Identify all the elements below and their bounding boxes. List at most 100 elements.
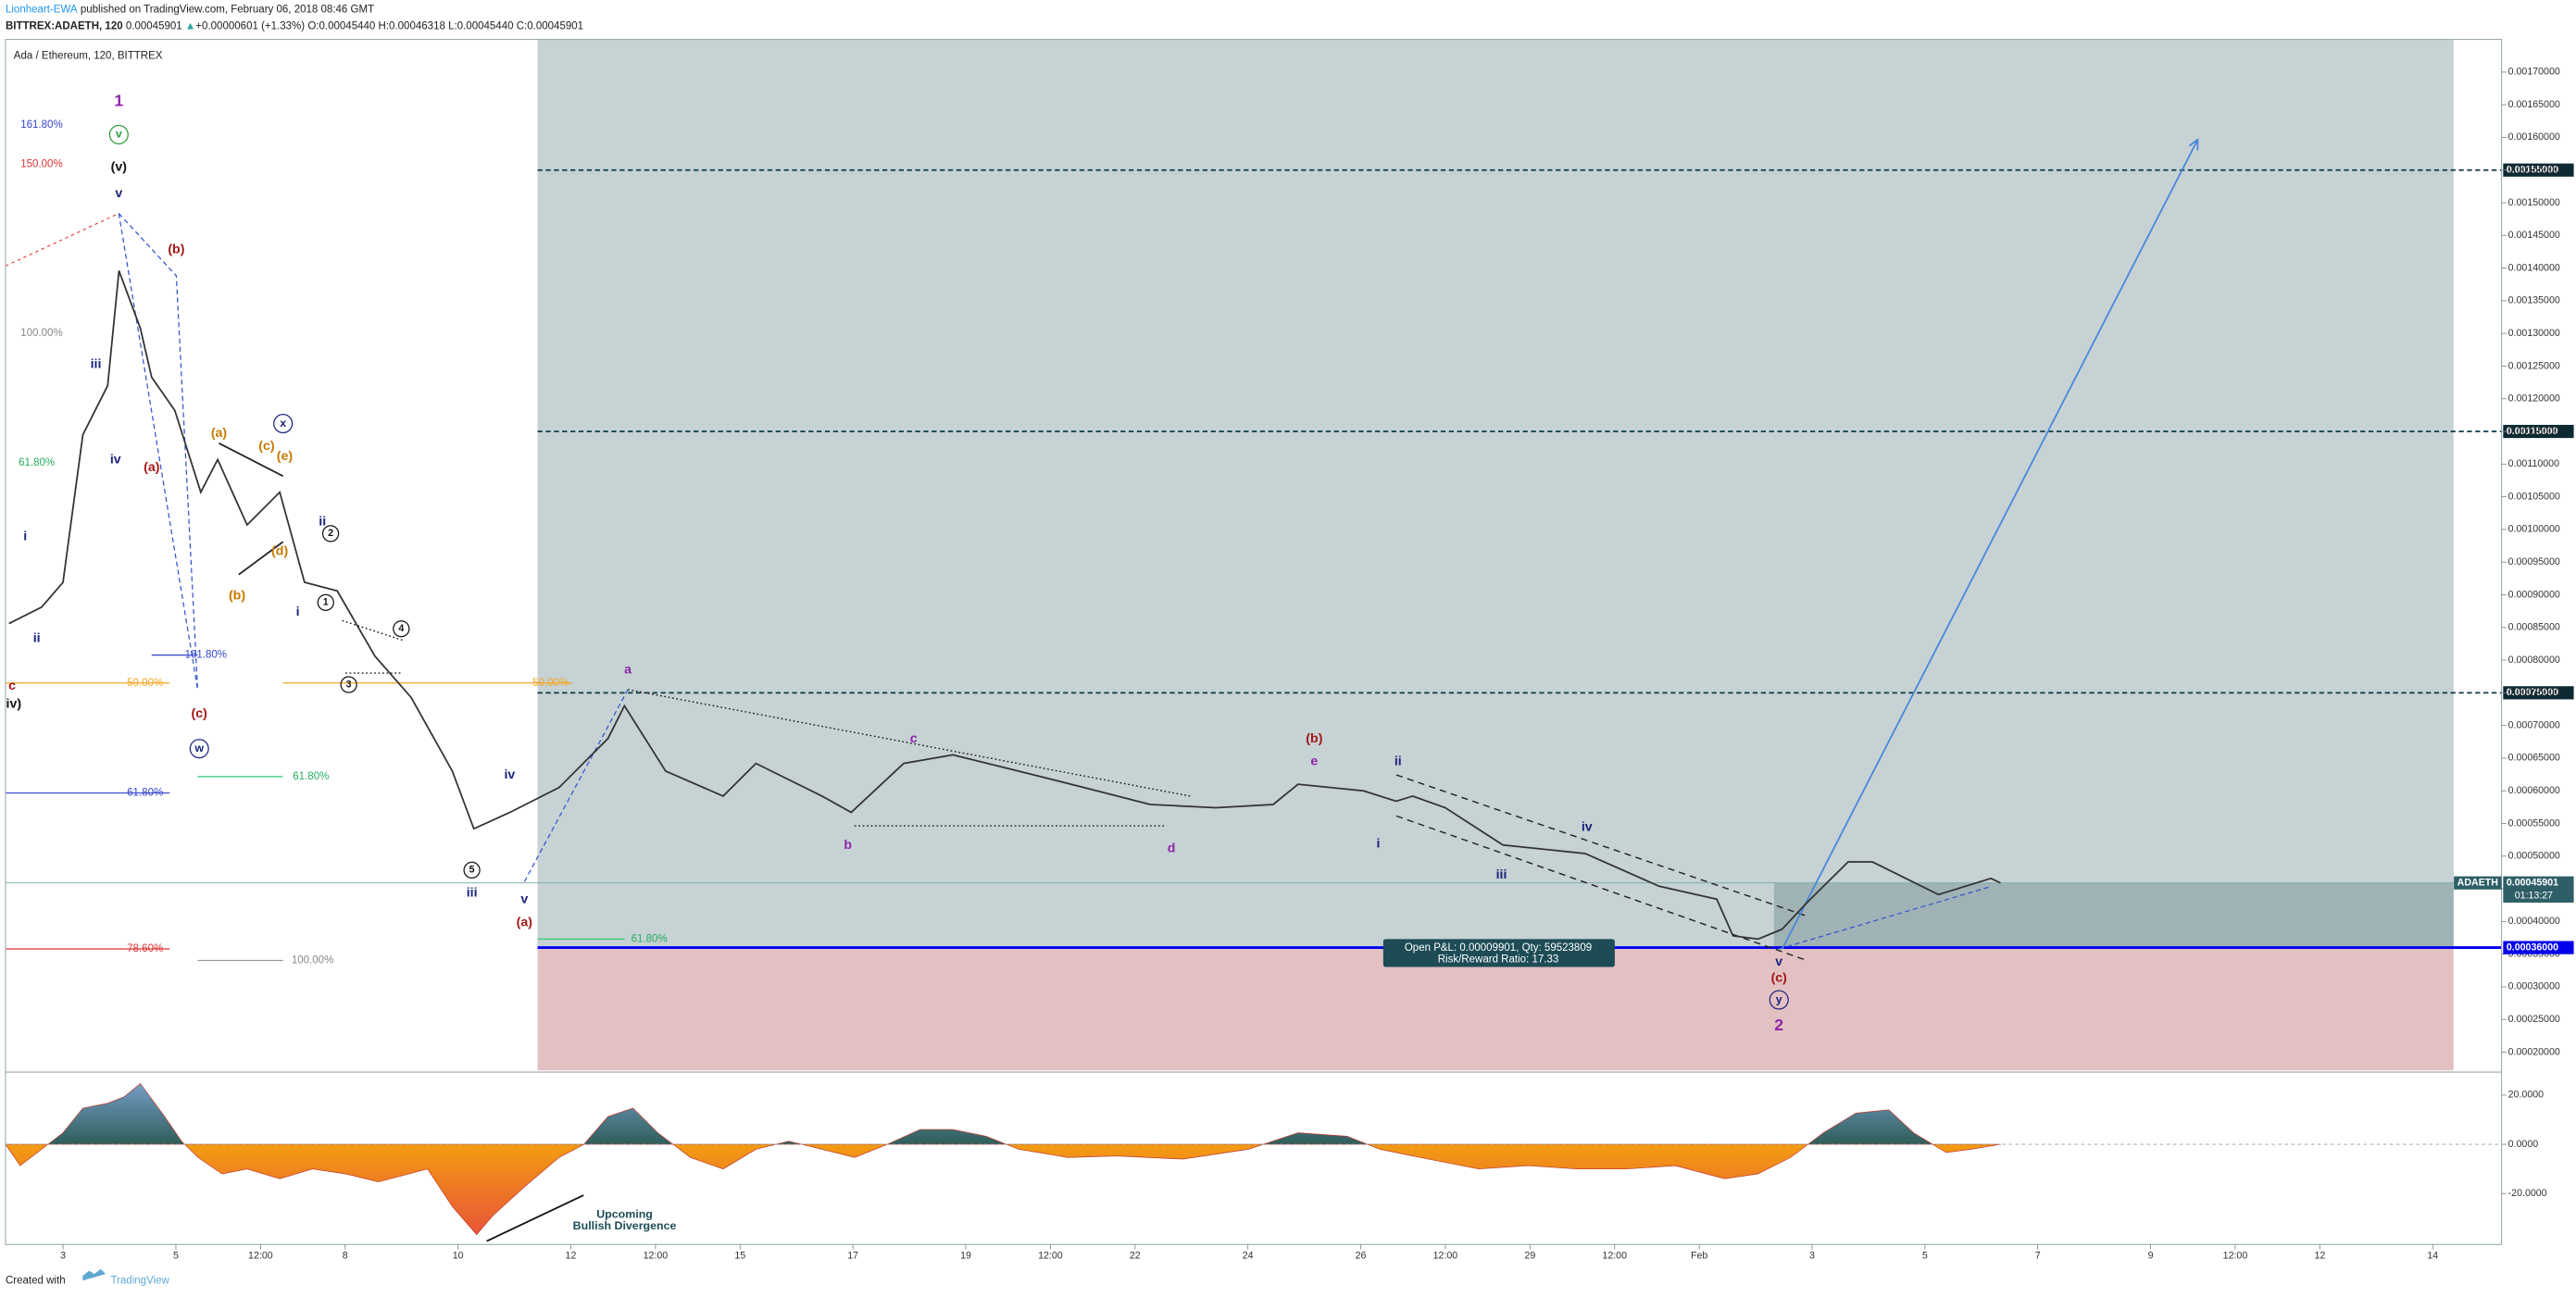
wave-circle bbox=[393, 620, 410, 638]
plot: Open P&L: 0.00009901, Qty: 59523809Risk/… bbox=[5, 39, 2502, 1242]
pnl-box bbox=[1382, 939, 1615, 967]
y-tick-label: 0.00060000 bbox=[2508, 785, 2560, 796]
wave-label: 4 bbox=[398, 623, 404, 634]
target-zone bbox=[537, 39, 2454, 948]
wave-circle bbox=[463, 861, 481, 879]
x-tick-label: 12:00 bbox=[2223, 1250, 2248, 1261]
created-with: Created with bbox=[6, 1275, 66, 1286]
fib-label: 61.80% bbox=[293, 771, 329, 782]
wave-circle bbox=[317, 593, 334, 611]
x-tick-label: 3 bbox=[60, 1250, 66, 1261]
y-tick-label: 0.00170000 bbox=[2508, 67, 2560, 78]
wave-circle bbox=[1769, 990, 1789, 1010]
y-tick-label: 0.00155000 bbox=[2508, 165, 2560, 176]
level-tag-label: 0.00075000 bbox=[2507, 687, 2558, 698]
x-tick-label: 14 bbox=[2427, 1250, 2438, 1261]
x-tick-label: 12:00 bbox=[248, 1250, 273, 1261]
wave-label: (a) bbox=[144, 460, 160, 475]
x-tick-label: 5 bbox=[1922, 1250, 1928, 1261]
x-tick-label: 26 bbox=[1356, 1250, 1367, 1261]
header-line: Lionheart-EWA published on TradingView.c… bbox=[6, 5, 374, 16]
wave-label: 1 bbox=[323, 597, 329, 608]
y2-tick-label: 20.0000 bbox=[2508, 1090, 2544, 1101]
corrective-lines bbox=[219, 443, 284, 576]
y-tick-label: 0.00165000 bbox=[2508, 99, 2560, 110]
wave-label: 5 bbox=[469, 865, 475, 876]
wave-label: 2 bbox=[328, 528, 333, 539]
ratio-text: Risk/Reward Ratio: 17.33 bbox=[1438, 954, 1559, 966]
level-tag-label: 0.00155000 bbox=[2507, 165, 2558, 176]
published: published on TradingView.com, February 0… bbox=[81, 5, 374, 16]
y-tick-label: 0.00070000 bbox=[2508, 719, 2560, 730]
x-tick-label: 15 bbox=[734, 1250, 745, 1261]
wave-label: iv bbox=[110, 452, 121, 467]
wave-circle bbox=[108, 124, 129, 144]
symbol-line: BITTREX:ADAETH, 120 0.00045901 ▲+0.00000… bbox=[6, 20, 583, 31]
y2-tick-label: 0.0000 bbox=[2508, 1139, 2539, 1150]
entry-tag-label: 0.00036000 bbox=[2507, 942, 2558, 953]
y-tick-label: 0.00120000 bbox=[2508, 393, 2560, 405]
wave-label: ii bbox=[319, 515, 326, 530]
wave-label: c bbox=[910, 731, 918, 746]
pnl-zone bbox=[1773, 882, 2454, 948]
wave-label: i bbox=[1377, 836, 1381, 851]
wave-label: ii bbox=[1394, 755, 1402, 769]
wave-label: e bbox=[1310, 755, 1318, 769]
y2-tick-label: -20.0000 bbox=[2508, 1188, 2547, 1199]
fib-label: 150.00% bbox=[20, 158, 62, 169]
divergence-line bbox=[486, 1194, 584, 1242]
wave-label: iv) bbox=[6, 697, 22, 712]
wave-label: (c) bbox=[258, 439, 275, 454]
y-tick-label: 0.00130000 bbox=[2508, 328, 2560, 339]
y-tick-label: 0.00055000 bbox=[2508, 817, 2560, 829]
wave-circle bbox=[321, 525, 340, 542]
wave-label: iii bbox=[91, 356, 102, 371]
entry-tag bbox=[2503, 941, 2574, 954]
wave-label: (e) bbox=[277, 449, 294, 464]
brand[interactable]: TradingView bbox=[110, 1275, 169, 1286]
x-tick-label: 10 bbox=[453, 1250, 464, 1261]
wave-label: i bbox=[23, 530, 27, 544]
note-line-2: Bullish Divergence bbox=[573, 1219, 677, 1232]
y-tick-label: 0.00160000 bbox=[2508, 131, 2560, 143]
wave-label: iv bbox=[1582, 820, 1593, 835]
fib-label: 161.80% bbox=[20, 119, 62, 131]
author[interactable]: Lionheart-EWA bbox=[6, 5, 78, 16]
logo bbox=[82, 1268, 106, 1281]
y-tick-label: 0.00080000 bbox=[2508, 655, 2560, 666]
last: 0.00045901 bbox=[126, 20, 182, 31]
level-tag-label: 0.00115000 bbox=[2507, 426, 2558, 437]
stop-zone bbox=[537, 947, 2454, 1071]
y-tick-label: 0.00075000 bbox=[2508, 687, 2560, 698]
wave-circle bbox=[189, 739, 209, 759]
level-tag bbox=[2503, 163, 2574, 177]
y-tick-label: 0.00090000 bbox=[2508, 589, 2560, 600]
symbol-tag-label: ADAETH bbox=[2457, 878, 2498, 889]
y-tick-label: 0.00145000 bbox=[2508, 230, 2560, 241]
wave-circle bbox=[273, 413, 294, 434]
wave-label: v bbox=[520, 892, 528, 907]
price-line bbox=[8, 270, 2001, 941]
y-tick-label: 0.00030000 bbox=[2508, 981, 2560, 992]
x-tick-label: 12 bbox=[2314, 1250, 2325, 1261]
fib-label: 50.00% bbox=[532, 678, 569, 689]
level-tag bbox=[2503, 686, 2574, 700]
x-tick-label: 3 bbox=[1809, 1250, 1815, 1261]
y-tick-label: 0.00150000 bbox=[2508, 197, 2560, 208]
wave-label: x bbox=[280, 417, 286, 430]
wave-label: 1 bbox=[114, 92, 123, 110]
wave-label: i bbox=[296, 605, 300, 619]
wave-label: (a) bbox=[211, 426, 228, 441]
fib-label: 50.00% bbox=[127, 678, 163, 689]
ohlc: O:0.00045440 H:0.00046318 L:0.00045440 C… bbox=[307, 20, 583, 31]
y-tick-label: 0.00050000 bbox=[2508, 851, 2560, 862]
y-tick-label: 0.00085000 bbox=[2508, 622, 2560, 633]
y-tick-label: 0.00110000 bbox=[2508, 458, 2559, 469]
x-tick-label: 8 bbox=[343, 1250, 348, 1261]
wave-label: w bbox=[194, 742, 204, 755]
wave-label: b bbox=[844, 838, 852, 853]
level-tag bbox=[2503, 424, 2574, 439]
pnl-text: Open P&L: 0.00009901, Qty: 59523809 bbox=[1405, 942, 1592, 954]
